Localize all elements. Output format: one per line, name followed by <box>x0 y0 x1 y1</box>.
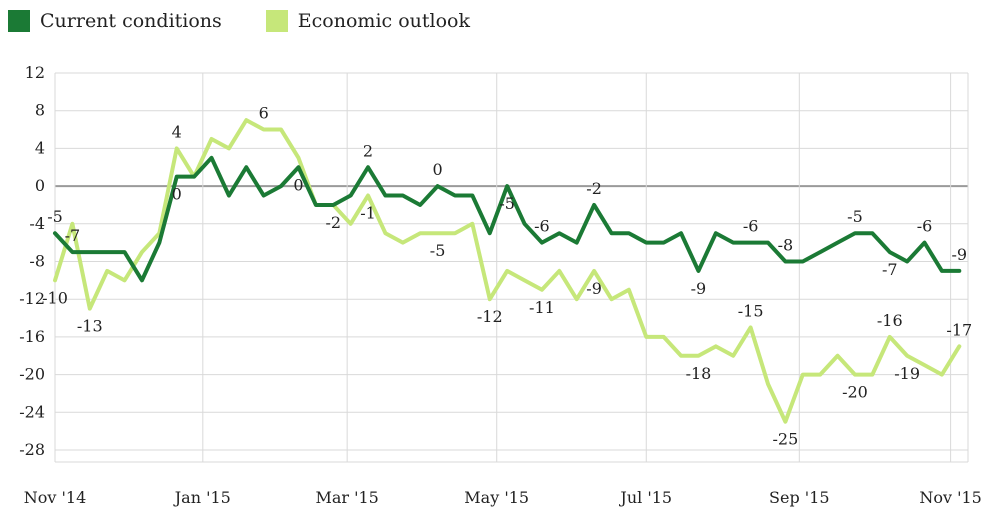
x-tick-label: May '15 <box>464 488 529 507</box>
data-label: 0 <box>293 175 303 194</box>
data-label: -6 <box>743 217 759 236</box>
data-label: 4 <box>172 122 182 141</box>
y-tick-label: -24 <box>19 402 45 421</box>
x-tick-label: Mar '15 <box>315 488 378 507</box>
chart-grid <box>54 72 969 463</box>
data-label: -11 <box>529 298 555 317</box>
y-tick-label: -20 <box>19 365 45 384</box>
x-tick-label: Sep '15 <box>769 488 830 507</box>
data-label: -6 <box>917 217 933 236</box>
data-label: -10 <box>42 288 68 307</box>
data-label: -20 <box>842 383 868 402</box>
data-label: -12 <box>477 307 503 326</box>
x-tick-label: Jan '15 <box>173 488 231 507</box>
y-tick-label: 0 <box>35 176 45 195</box>
data-label: -7 <box>882 260 898 279</box>
y-tick-label: -12 <box>19 289 45 308</box>
data-label: -5 <box>499 194 515 213</box>
y-tick-label: -28 <box>19 440 45 459</box>
x-tick-label: Nov '14 <box>24 488 87 507</box>
data-label: -15 <box>738 301 764 320</box>
y-tick-label: 12 <box>25 63 45 82</box>
legend-swatch-economic-outlook <box>265 10 288 32</box>
x-tick-label: Nov '15 <box>919 488 982 507</box>
chart-series <box>53 118 962 424</box>
data-label: -9 <box>586 279 602 298</box>
data-label: 0 <box>172 185 182 204</box>
y-tick-label: -16 <box>19 327 45 346</box>
legend-label-economic-outlook: Economic outlook <box>297 10 470 32</box>
data-label: 6 <box>259 104 269 123</box>
data-label: -16 <box>877 311 903 330</box>
y-tick-label: 8 <box>35 101 45 120</box>
legend-item-economic-outlook: Economic outlook <box>265 10 470 32</box>
data-label: -6 <box>534 217 550 236</box>
data-label: -1 <box>360 204 376 223</box>
series-line-current-conditions <box>53 155 962 283</box>
legend-item-current-conditions: Current conditions <box>8 10 222 32</box>
data-label: -25 <box>773 430 799 449</box>
series-line-economic-outlook <box>53 118 962 424</box>
data-label: -9 <box>691 279 707 298</box>
data-label: -9 <box>952 245 968 264</box>
data-label: -2 <box>325 213 341 232</box>
y-tick-label: -4 <box>29 214 45 233</box>
chart-legend: Current conditions Economic outlook <box>8 6 514 36</box>
data-label: -8 <box>778 236 794 255</box>
data-label: -19 <box>894 364 920 383</box>
y-tick-label: 4 <box>35 138 45 157</box>
data-label: 2 <box>363 141 373 160</box>
x-tick-label: Jul '15 <box>618 488 672 507</box>
data-label: 0 <box>432 160 442 179</box>
data-label: -5 <box>47 207 63 226</box>
legend-swatch-current-conditions <box>8 10 30 32</box>
data-label: -5 <box>847 207 863 226</box>
legend-label-current-conditions: Current conditions <box>40 10 222 32</box>
data-label: -13 <box>77 317 103 336</box>
data-label: -7 <box>65 226 81 245</box>
data-label: -18 <box>686 364 712 383</box>
y-tick-label: -8 <box>29 252 45 271</box>
data-label: -5 <box>430 241 446 260</box>
data-label: -2 <box>586 179 602 198</box>
data-label: -17 <box>946 320 972 339</box>
